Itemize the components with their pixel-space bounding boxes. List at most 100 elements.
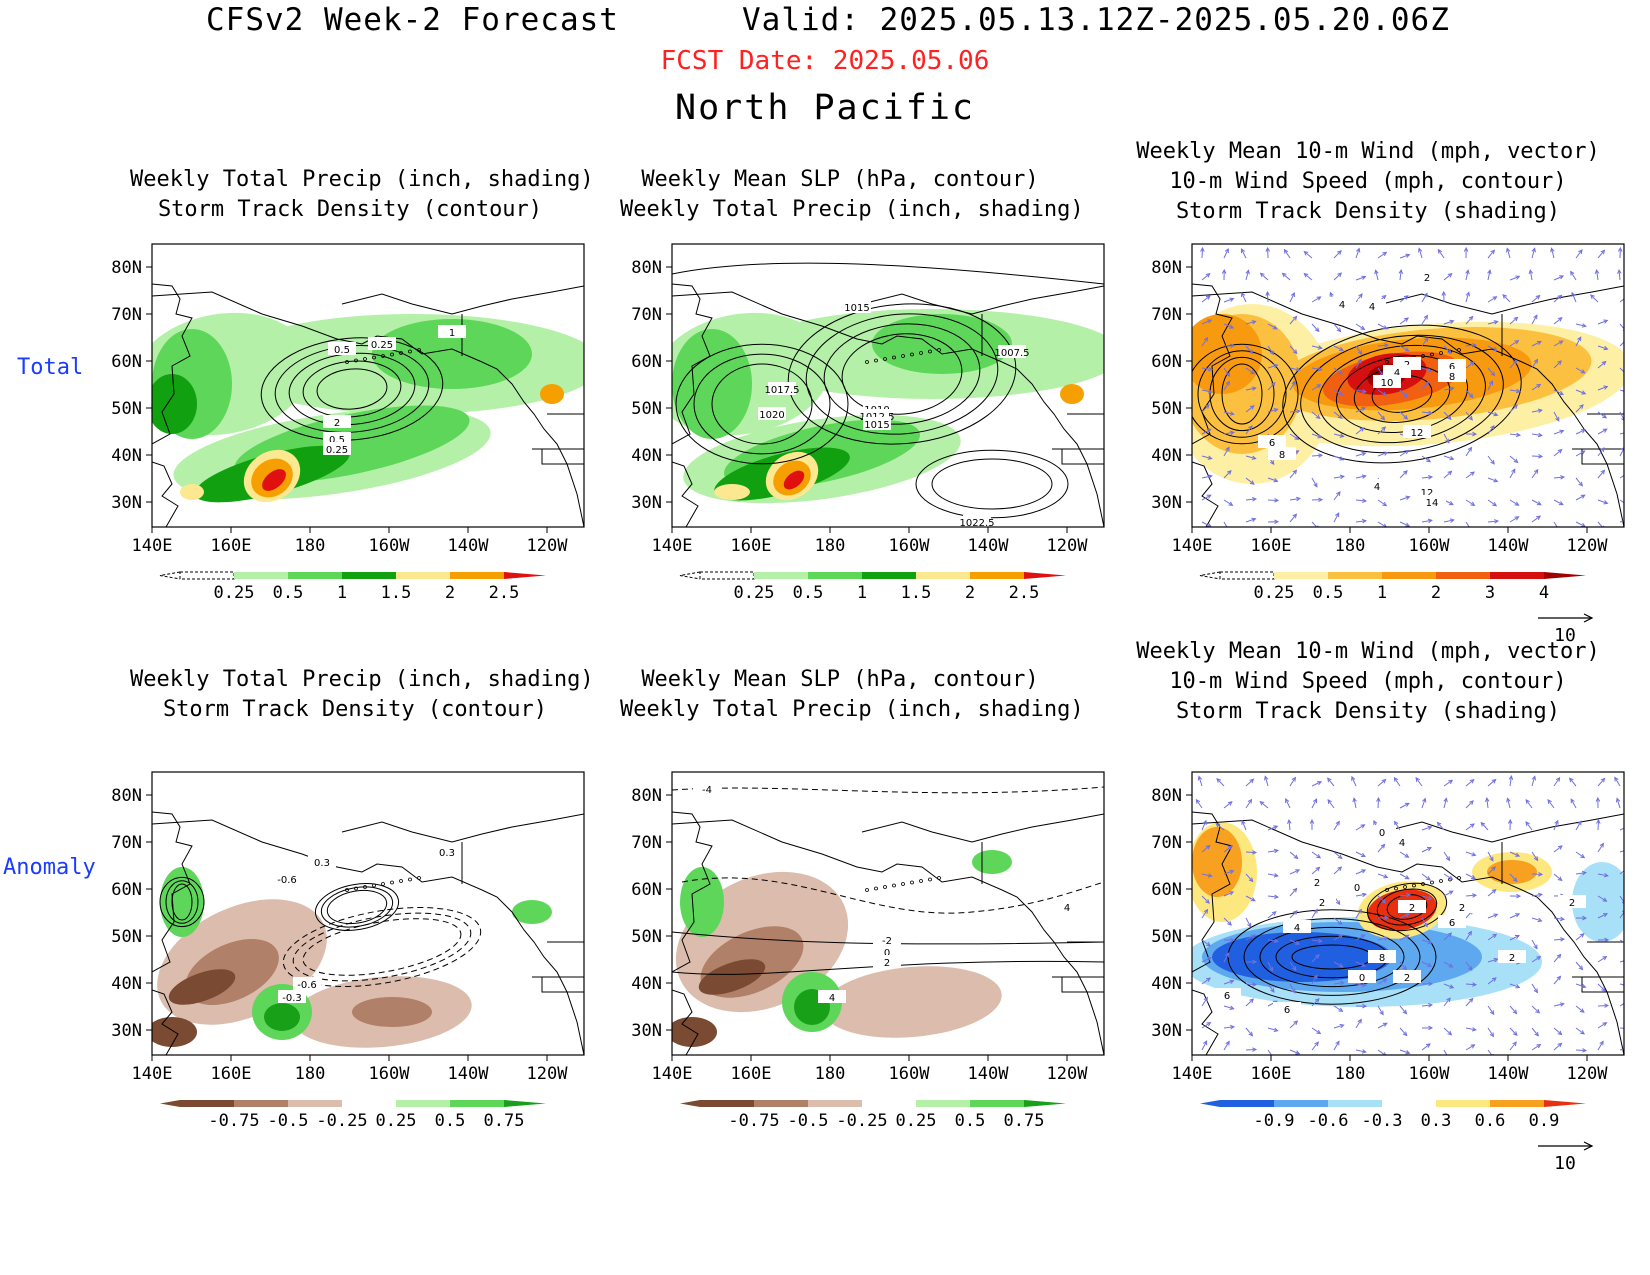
wind-vector-head xyxy=(1446,997,1451,1003)
wind-vector xyxy=(1509,776,1512,787)
contour-label-bg xyxy=(1328,297,1356,310)
wind-vector-head xyxy=(1202,819,1207,825)
precip-anom-shade xyxy=(698,959,766,995)
wind-vector xyxy=(1487,933,1497,941)
wind-vector xyxy=(1437,822,1445,831)
wind-vector xyxy=(1223,323,1234,329)
wind-vector xyxy=(1399,317,1409,325)
wind-vector xyxy=(1487,345,1498,351)
wind-vector-head xyxy=(1384,915,1390,921)
wind-vector xyxy=(1333,433,1344,438)
wind-vector xyxy=(1575,450,1585,457)
wind-vector xyxy=(1333,821,1340,831)
wind-vector-head xyxy=(1292,315,1298,321)
wind-vector xyxy=(1531,983,1538,993)
aleutian-island xyxy=(354,358,358,363)
wind-vector-head xyxy=(1360,824,1366,829)
wind-vector xyxy=(1355,893,1366,897)
wind-vector xyxy=(1399,295,1409,303)
colorbar-anomaly-slp-precip: -0.75 -0.5 -0.25 0.25 0.5 0.75 xyxy=(680,1100,1066,1131)
wind-vector-head xyxy=(1596,818,1601,824)
arctic-coast xyxy=(1381,813,1624,843)
wind-vector-head xyxy=(1428,1002,1434,1008)
wind-vector xyxy=(1333,917,1343,925)
wind-vector-head xyxy=(1491,888,1497,894)
wind-vector xyxy=(1575,983,1586,988)
wind-vector-head xyxy=(1229,411,1235,416)
lon-tick-label: 140W xyxy=(968,536,1010,556)
wind-vector-head xyxy=(1614,776,1619,782)
lat-tick-label: 60N xyxy=(631,352,662,372)
aleutian-island xyxy=(901,882,905,886)
wind-vector-head xyxy=(1448,779,1454,785)
wind-vector-head xyxy=(1313,482,1318,488)
wind-vector-head xyxy=(1315,866,1321,872)
aleutian-island xyxy=(874,886,878,891)
colorbar-extend-left xyxy=(1199,571,1221,580)
aleutian-island xyxy=(919,351,923,355)
wind-vector-head xyxy=(1467,930,1472,936)
wind-vector-head xyxy=(1203,996,1208,1002)
wind-vector-head xyxy=(1506,797,1511,803)
wind-vector xyxy=(1245,405,1255,413)
asia-coast xyxy=(1192,811,1233,973)
lat-tick-label: 30N xyxy=(111,493,142,513)
wind-vector-head xyxy=(1602,955,1608,961)
wind-vector xyxy=(1289,433,1299,440)
wind-vector xyxy=(1245,799,1252,809)
wind-vector xyxy=(1198,776,1203,787)
wind-vector xyxy=(1289,345,1298,354)
wind-vector-head xyxy=(1317,781,1323,786)
wind-vector xyxy=(1597,1004,1609,1007)
wind-vector xyxy=(1443,1027,1452,1036)
wind-vector-head xyxy=(1445,856,1451,862)
wind-vector xyxy=(1443,932,1452,941)
wind-vector-head xyxy=(1472,893,1478,898)
wind-vector-head xyxy=(1449,386,1455,391)
precip-shade xyxy=(262,469,286,491)
wind-vector-head xyxy=(1314,997,1320,1003)
wind-vector-head xyxy=(1511,468,1516,474)
map-panel-anomaly-slp: -4 -202 4 4 80N 70N 60N 50N 40N 30N 140E 160E 180 160… xyxy=(631,771,1105,1084)
wind-vector-head xyxy=(1355,247,1361,253)
wind-vector xyxy=(1223,801,1233,809)
wind-vector xyxy=(1509,389,1520,393)
lat-tick-label: 40N xyxy=(631,974,662,994)
lon-tick-label: 160W xyxy=(889,536,931,556)
std-anom-shade xyxy=(1572,862,1624,942)
lat-tick-label: 40N xyxy=(631,446,662,466)
wind-vector xyxy=(1223,447,1230,457)
panel-3-title-line1: Weekly Mean 10-m Wind (mph, vector) xyxy=(1136,139,1600,164)
lon-tick-label: 160E xyxy=(1251,536,1292,556)
contour-label: 2 xyxy=(1314,878,1320,889)
colorbar-extend-right xyxy=(1544,1100,1586,1107)
wind-vector-head xyxy=(1624,502,1628,506)
lon-tick-label: 160W xyxy=(1409,536,1451,556)
lat-tick-label: 30N xyxy=(111,1021,142,1041)
colorbar-swatch xyxy=(1328,1100,1382,1107)
wind-vector xyxy=(1353,798,1357,809)
wind-vector-head xyxy=(1490,249,1495,255)
contour-label-bg xyxy=(693,782,721,795)
panel-6-title-line1: Weekly Mean 10-m Wind (mph, vector) xyxy=(1136,639,1600,664)
wind-vector-head xyxy=(1230,937,1236,943)
wind-vector-head xyxy=(1538,454,1544,459)
wind-vector xyxy=(1304,273,1313,281)
contour-label: 4 xyxy=(1369,302,1375,313)
wind-vector-head xyxy=(1269,350,1275,356)
wind-vector xyxy=(1597,470,1605,479)
wind-vector-head xyxy=(1625,942,1629,945)
wind-vector-head xyxy=(1492,296,1498,301)
wind-vector xyxy=(1289,777,1296,787)
contour-label-bg xyxy=(818,990,846,1003)
contour-label: -0.3 xyxy=(282,993,302,1004)
wind-vector xyxy=(1311,954,1320,963)
wind-vector-head xyxy=(1207,873,1213,878)
contour-label: 2 xyxy=(1569,898,1575,909)
wind-vector xyxy=(1619,499,1624,504)
wind-vector-head xyxy=(1361,474,1367,479)
wind-vector-head xyxy=(1309,818,1315,824)
wind-vector xyxy=(1553,449,1562,457)
wind-vector xyxy=(1597,250,1605,259)
wind-vector xyxy=(1245,998,1254,1007)
